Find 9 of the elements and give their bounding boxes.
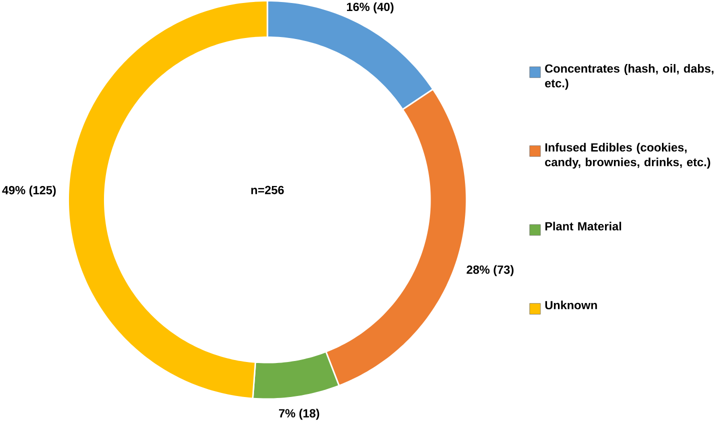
data-label: 28% (73) (466, 265, 514, 276)
data-label: 16% (40) (346, 2, 394, 14)
text: n=256 (251, 186, 284, 194)
legend-label: Concentrates (hash, oil, dabs, etc.) (545, 64, 714, 90)
legend-label: Infused Edibles (cookies, candy, brownies, drinks, etc.) (545, 143, 710, 169)
data-label: 7% (18) (279, 408, 320, 420)
legend-label: Unknown (545, 300, 597, 310)
data-label: 49% (125) (2, 186, 56, 197)
legend-label: Plant Material (545, 222, 622, 231)
